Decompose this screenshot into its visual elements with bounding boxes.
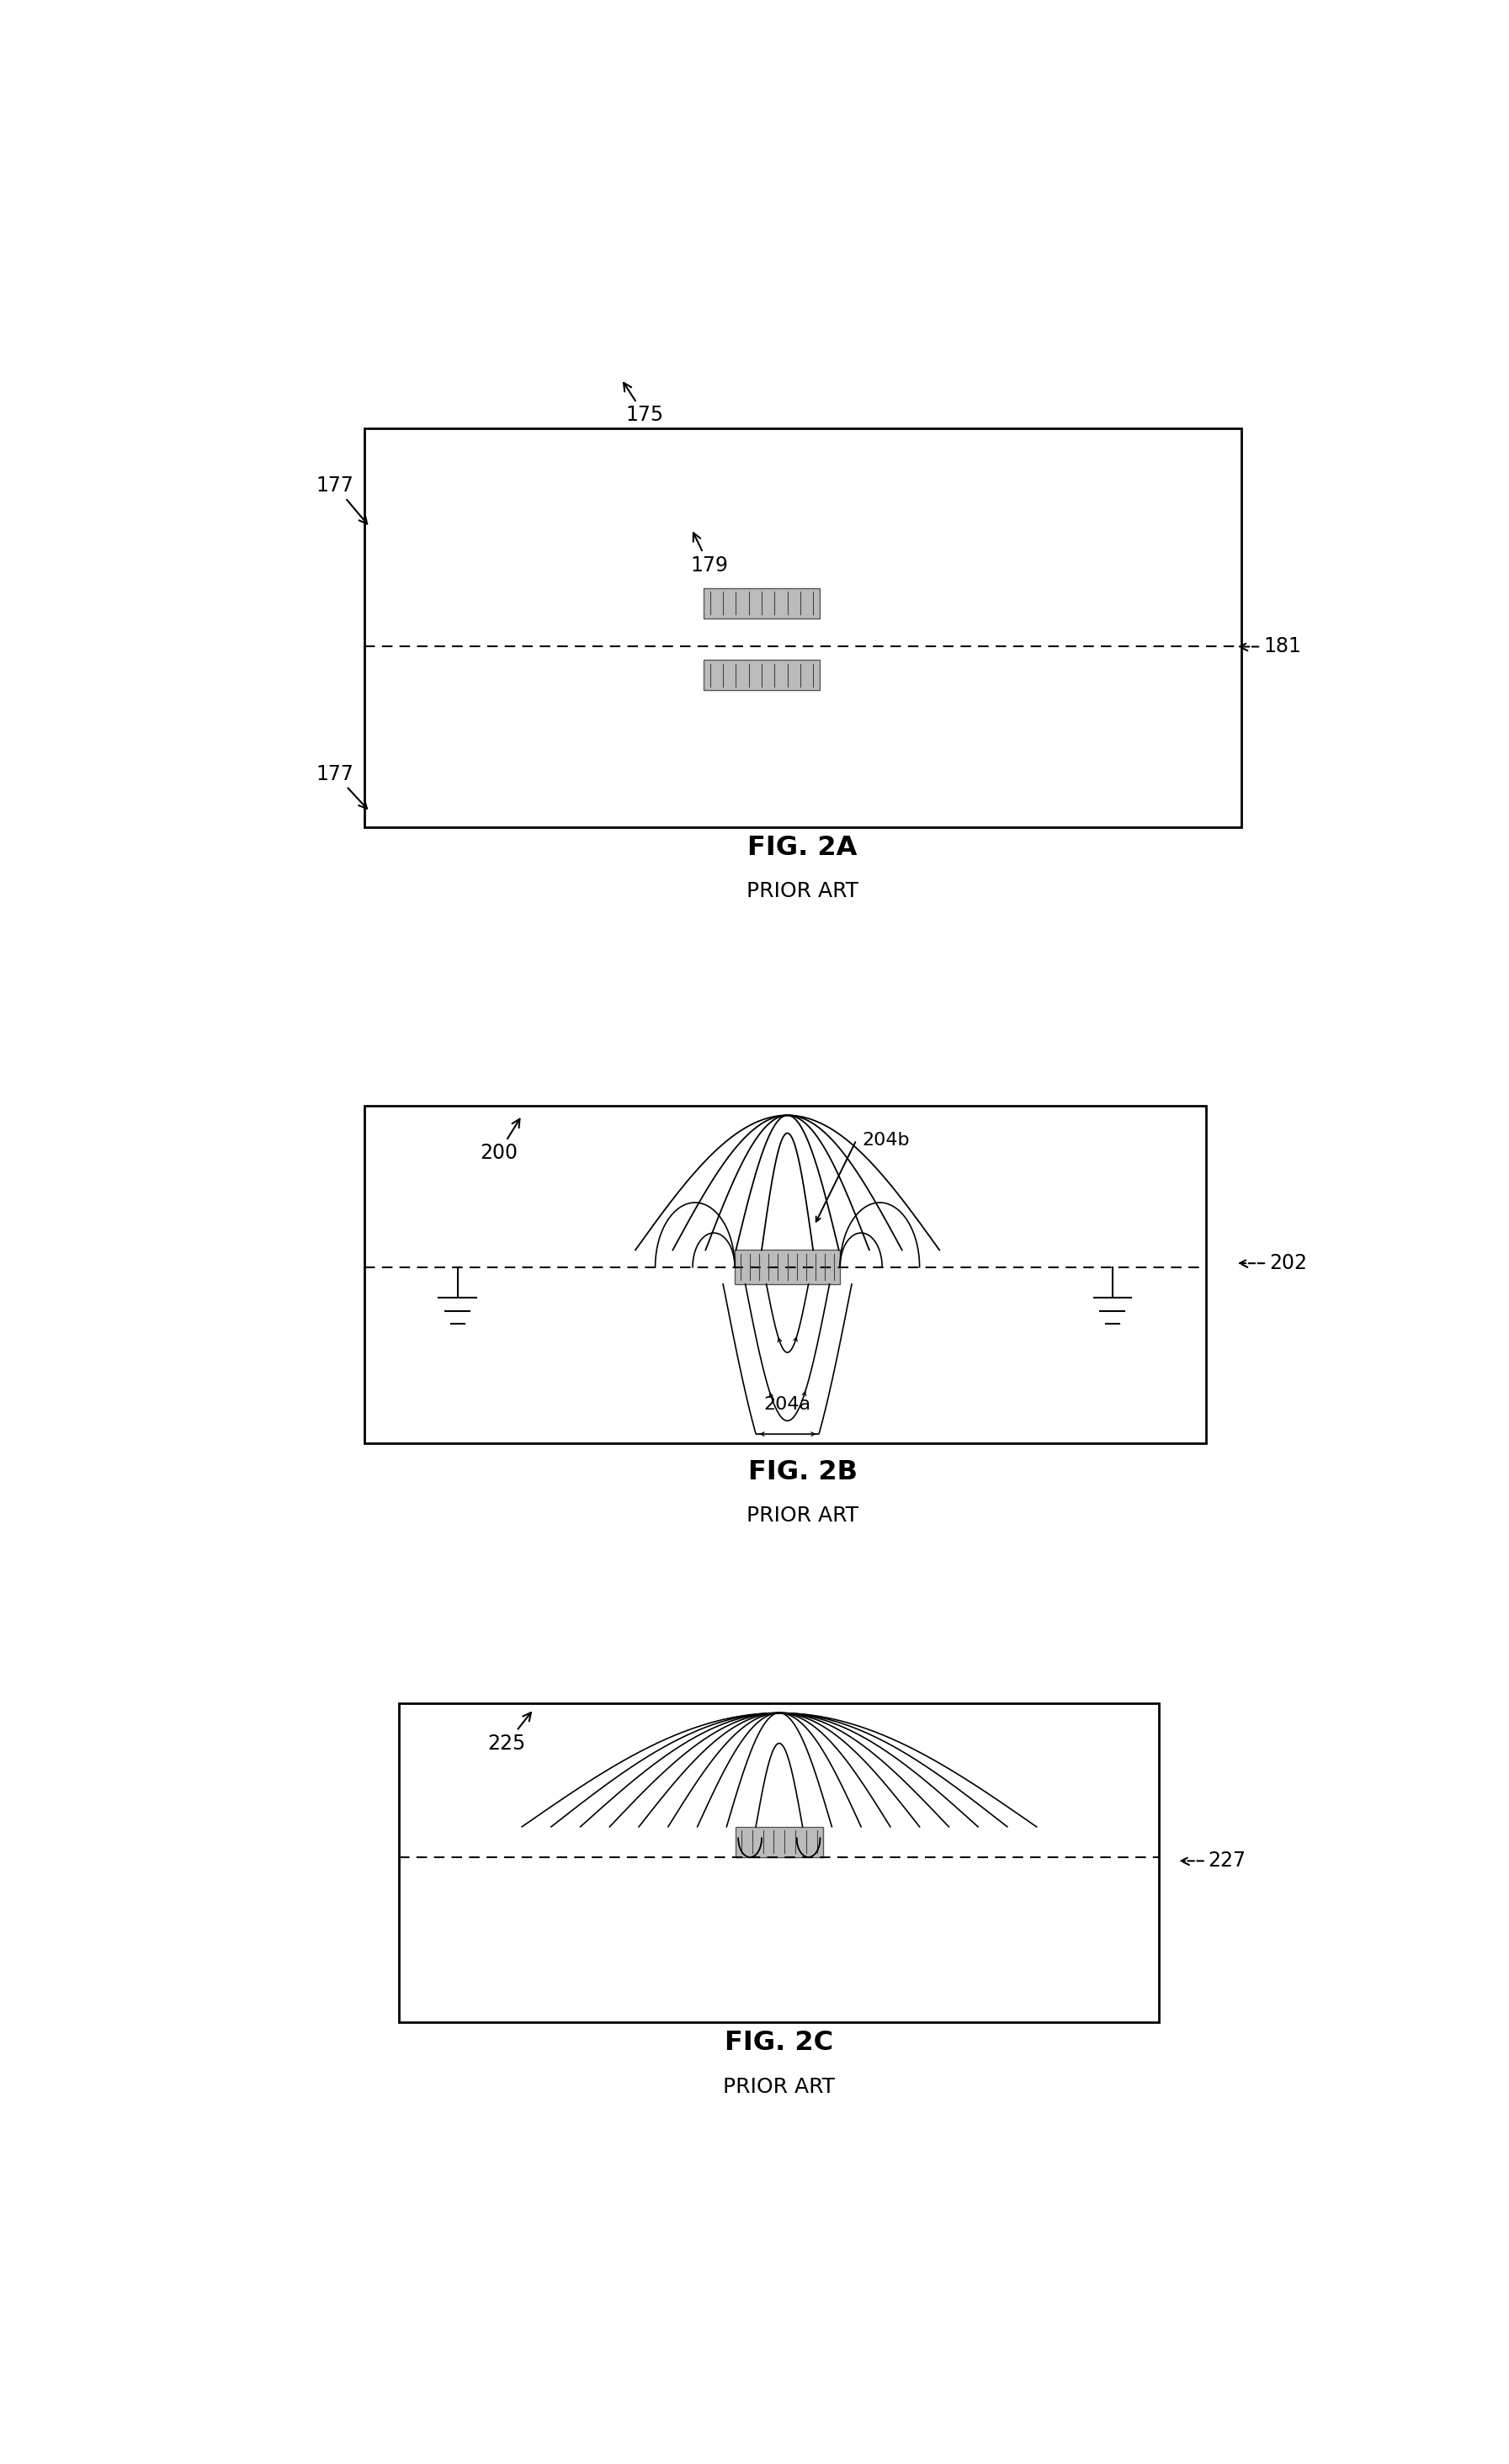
Text: 179: 179 xyxy=(690,532,727,574)
Bar xyxy=(364,1106,1206,1444)
Bar xyxy=(398,1703,1159,2023)
Text: FIG. 2A: FIG. 2A xyxy=(748,835,857,860)
Text: PRIOR ART: PRIOR ART xyxy=(723,2077,834,2097)
Bar xyxy=(735,1249,841,1284)
Bar xyxy=(703,660,821,690)
Text: 175: 175 xyxy=(623,382,664,426)
Text: FIG. 2B: FIG. 2B xyxy=(748,1459,857,1486)
Text: 200: 200 xyxy=(480,1119,519,1163)
Text: PRIOR ART: PRIOR ART xyxy=(747,1506,859,1525)
Text: 204a: 204a xyxy=(764,1397,810,1412)
Text: 202: 202 xyxy=(1239,1254,1307,1274)
Text: 204b: 204b xyxy=(862,1131,910,1148)
Bar xyxy=(735,1826,822,1858)
Text: 177: 177 xyxy=(315,476,367,525)
Bar xyxy=(364,429,1242,828)
Text: PRIOR ART: PRIOR ART xyxy=(747,882,859,902)
Text: 227: 227 xyxy=(1182,1850,1246,1870)
Text: FIG. 2C: FIG. 2C xyxy=(724,2030,833,2055)
Text: 177: 177 xyxy=(315,764,367,808)
Text: 225: 225 xyxy=(487,1712,531,1754)
Text: 181: 181 xyxy=(1239,636,1301,658)
Bar xyxy=(703,589,821,618)
